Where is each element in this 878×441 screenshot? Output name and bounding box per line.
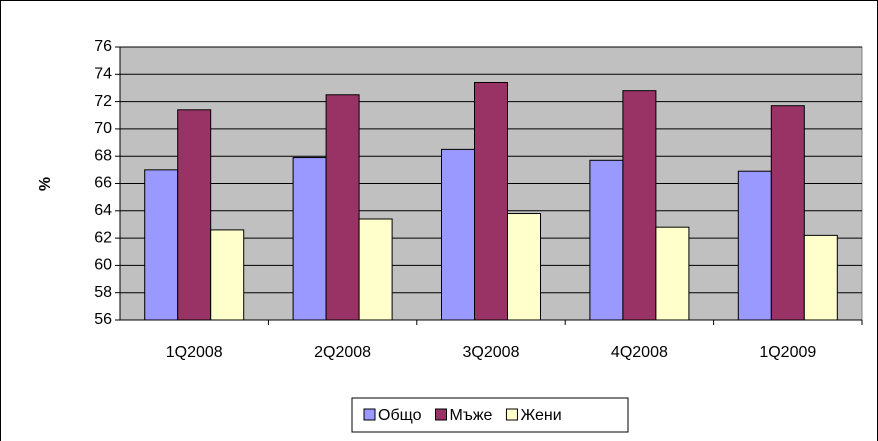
y-tick-label: 74 bbox=[94, 66, 112, 83]
y-tick-label: 58 bbox=[94, 284, 112, 301]
y-tick-label: 62 bbox=[94, 229, 112, 246]
bar bbox=[474, 81, 508, 321]
bar bbox=[358, 218, 393, 321]
bar bbox=[803, 234, 838, 321]
x-tick-label: 1Q2009 bbox=[759, 344, 816, 361]
bar bbox=[737, 170, 772, 321]
x-tick-label: 4Q2008 bbox=[611, 344, 668, 361]
bar bbox=[144, 169, 179, 321]
bar bbox=[177, 109, 212, 321]
bar bbox=[655, 226, 690, 321]
bar bbox=[325, 94, 360, 321]
x-tick-label: 3Q2008 bbox=[463, 344, 520, 361]
bar bbox=[589, 159, 624, 321]
y-tick-label: 60 bbox=[94, 257, 112, 274]
y-tick-label: 76 bbox=[94, 38, 112, 55]
legend-label: Жени bbox=[520, 407, 561, 424]
y-axis-label: % bbox=[37, 177, 54, 191]
bar bbox=[770, 105, 805, 321]
bar bbox=[622, 90, 657, 321]
y-tick-label: 72 bbox=[94, 93, 112, 110]
legend-label: Общо bbox=[378, 407, 422, 424]
bar bbox=[292, 157, 327, 321]
legend-box bbox=[351, 397, 629, 433]
bar bbox=[507, 213, 541, 321]
y-tick-label: 70 bbox=[94, 120, 112, 137]
bar bbox=[441, 148, 475, 321]
x-tick-label: 1Q2008 bbox=[166, 344, 223, 361]
y-tick-label: 56 bbox=[94, 311, 112, 328]
legend-swatch bbox=[505, 408, 518, 421]
legend-swatch bbox=[435, 408, 447, 421]
y-tick-label: 68 bbox=[94, 147, 112, 164]
y-tick-label: 64 bbox=[94, 202, 112, 219]
x-tick-label: 2Q2008 bbox=[314, 344, 371, 361]
bar bbox=[210, 229, 245, 321]
y-tick-label: 66 bbox=[94, 175, 112, 192]
legend-swatch bbox=[363, 408, 376, 421]
legend-label: Мъже bbox=[450, 407, 493, 424]
